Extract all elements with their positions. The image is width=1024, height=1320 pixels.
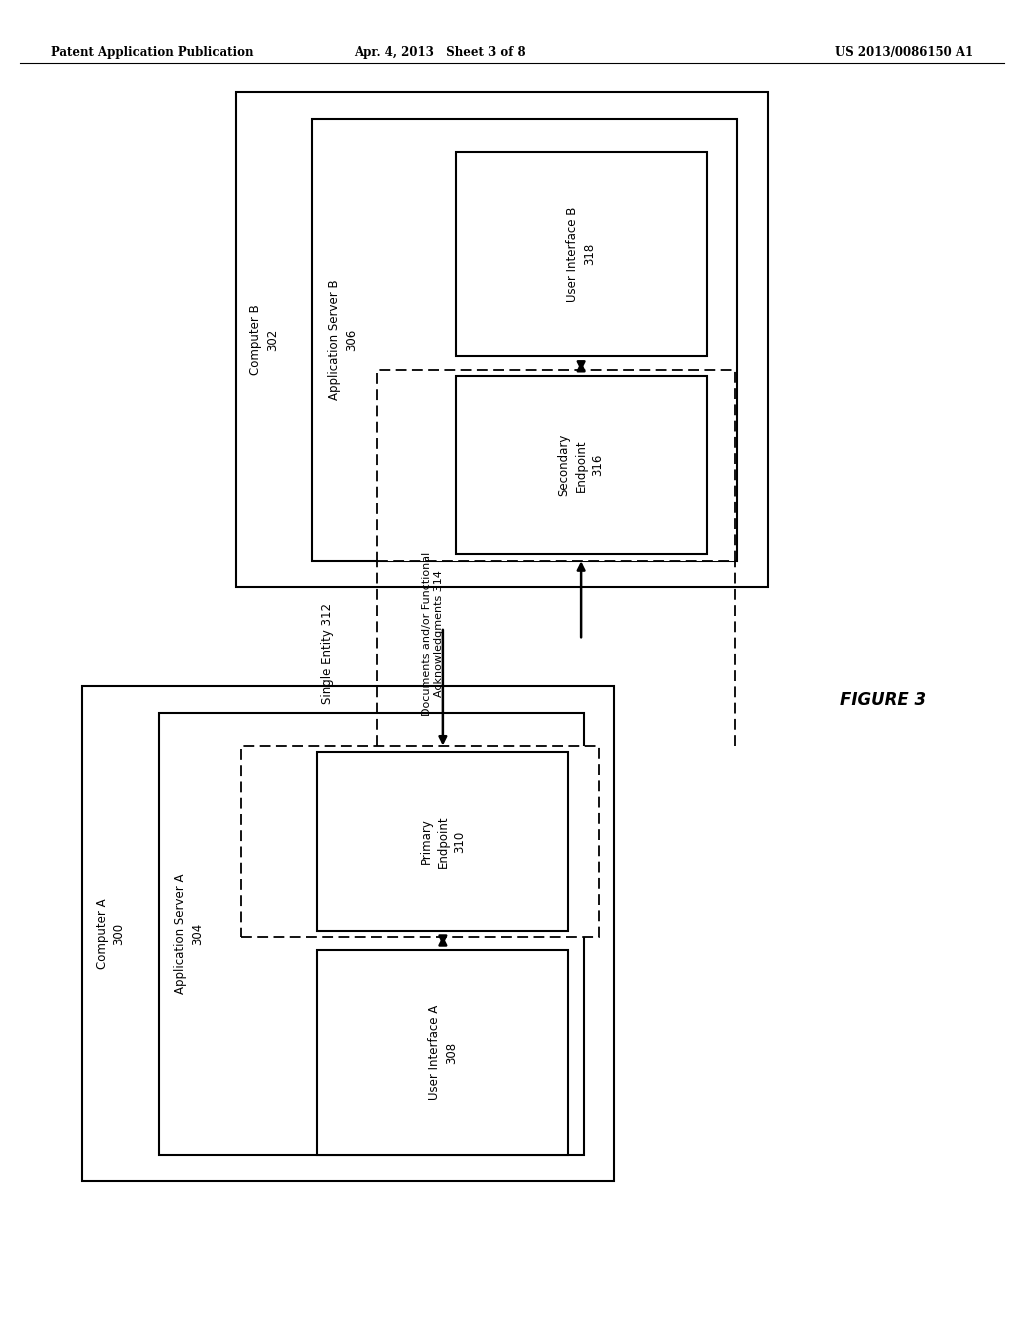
Text: Secondary
Endpoint
316: Secondary Endpoint 316 <box>558 434 604 496</box>
Text: Single Entity 312: Single Entity 312 <box>322 603 334 704</box>
Bar <box>456 376 707 554</box>
Text: Primary
Endpoint
310: Primary Endpoint 310 <box>420 816 466 867</box>
Text: Application Server B
306: Application Server B 306 <box>328 280 358 400</box>
Bar <box>159 713 584 1155</box>
Bar <box>241 746 599 937</box>
Text: Computer A
300: Computer A 300 <box>95 899 126 969</box>
Text: Apr. 4, 2013   Sheet 3 of 8: Apr. 4, 2013 Sheet 3 of 8 <box>354 46 526 59</box>
Bar <box>317 752 568 931</box>
Bar <box>236 92 768 587</box>
Bar <box>317 950 568 1155</box>
Text: US 2013/0086150 A1: US 2013/0086150 A1 <box>835 46 973 59</box>
Bar <box>312 119 737 561</box>
Text: FIGURE 3: FIGURE 3 <box>840 690 926 709</box>
Text: User Interface B
318: User Interface B 318 <box>566 206 596 302</box>
Text: Documents and/or Functional
Acknowledgments 314: Documents and/or Functional Acknowledgme… <box>422 552 444 715</box>
Bar <box>456 152 707 356</box>
Bar <box>82 686 614 1181</box>
Text: Patent Application Publication: Patent Application Publication <box>51 46 254 59</box>
Text: User Interface A
308: User Interface A 308 <box>428 1005 458 1101</box>
Text: Application Server A
304: Application Server A 304 <box>174 874 205 994</box>
Text: Computer B
302: Computer B 302 <box>249 305 280 375</box>
Bar <box>377 370 735 561</box>
